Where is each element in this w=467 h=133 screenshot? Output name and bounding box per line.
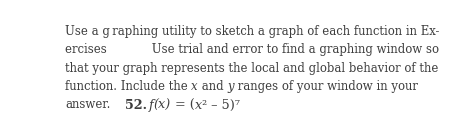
Text: 52.: 52. (125, 99, 147, 112)
Text: (x): (x) (154, 99, 171, 112)
Text: answer.: answer. (65, 98, 110, 111)
Text: that your graph represents the local and global behavior of the: that your graph represents the local and… (65, 62, 438, 75)
Text: ercises            Use trial and error to find a graphing window so: ercises Use trial and error to find a gr… (65, 43, 439, 56)
Text: y: y (227, 80, 234, 93)
Text: x: x (191, 80, 198, 93)
Text: function. Include the: function. Include the (65, 80, 191, 93)
Text: f: f (149, 99, 154, 112)
Text: Use a g raphing utility to sketch a graph of each function in Ex-: Use a g raphing utility to sketch a grap… (65, 25, 439, 38)
Text: = (: = ( (171, 99, 195, 112)
Text: x: x (195, 99, 202, 112)
Text: ranges of your window in your: ranges of your window in your (234, 80, 418, 93)
Text: and: and (198, 80, 227, 93)
Text: ² – 5)⁷: ² – 5)⁷ (202, 99, 240, 112)
